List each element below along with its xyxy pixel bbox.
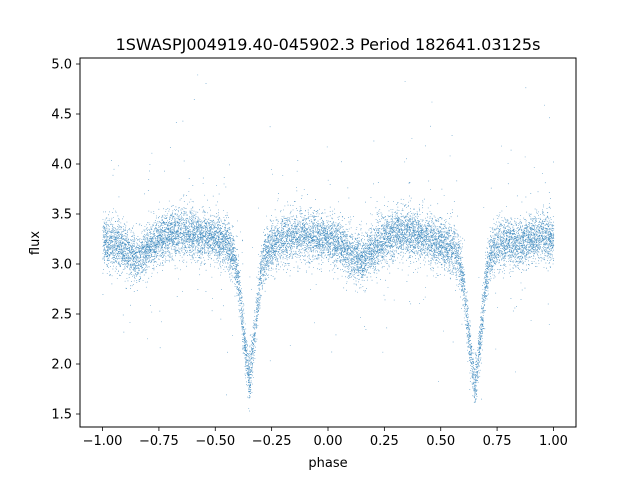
x-tick-label: 0.75	[483, 434, 512, 449]
y-axis-label: flux	[28, 231, 43, 255]
scatter-points	[102, 74, 555, 412]
x-tick-label: −0.75	[139, 434, 179, 449]
x-tick-label: 0.50	[426, 434, 455, 449]
y-tick-label: 5.0	[51, 58, 72, 73]
y-tick-label: 4.5	[51, 108, 72, 123]
y-tick-label: 3.5	[51, 208, 72, 223]
y-tick-label: 2.0	[51, 358, 72, 373]
x-axis-label: phase	[308, 456, 347, 471]
y-tick-label: 1.5	[51, 408, 72, 423]
x-tick-label: 1.00	[539, 434, 568, 449]
data-points	[102, 74, 555, 412]
x-tick-label: 0.00	[314, 434, 343, 449]
x-axis-ticks: −1.00 −0.75 −0.50 −0.25 0.00 0.25 0.50 0.75 1.00	[83, 427, 568, 449]
x-tick-label: 0.25	[370, 434, 399, 449]
chart-title: 1SWASPJ004919.40-045902.3 Period 182641.…	[116, 35, 541, 54]
y-tick-label: 4.0	[51, 158, 72, 173]
y-tick-label: 2.5	[51, 308, 72, 323]
x-tick-label: −0.25	[252, 434, 292, 449]
y-axis-ticks: 1.5 2.0 2.5 3.0 3.5 4.0 4.5 5.0	[51, 58, 80, 423]
y-tick-label: 3.0	[51, 258, 72, 273]
x-tick-label: −1.00	[83, 434, 123, 449]
x-tick-label: −0.50	[195, 434, 235, 449]
